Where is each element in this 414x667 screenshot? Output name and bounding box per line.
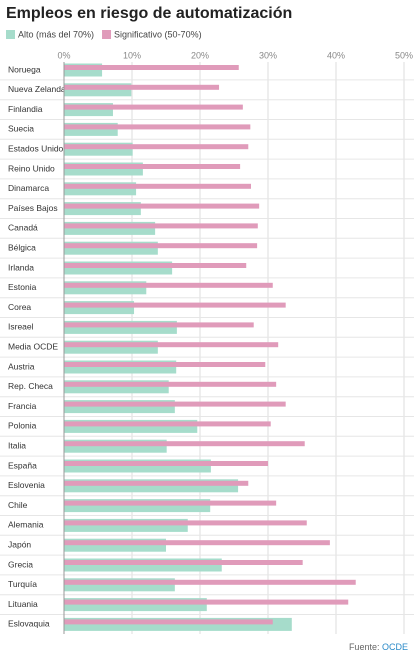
y-tick-label: Francia bbox=[8, 401, 37, 411]
bar bbox=[64, 302, 286, 308]
y-tick-label: Corea bbox=[8, 302, 31, 312]
bar bbox=[64, 144, 249, 150]
bar bbox=[64, 381, 277, 387]
x-tick-label: 0% bbox=[57, 50, 70, 60]
bar bbox=[64, 540, 330, 546]
bar bbox=[64, 480, 249, 486]
source: Fuente: OCDE bbox=[349, 642, 408, 652]
legend-swatch bbox=[102, 30, 112, 39]
y-tick-label: Finlandia bbox=[8, 104, 43, 114]
legend-swatch bbox=[6, 30, 15, 39]
bar bbox=[64, 560, 303, 565]
chart-title: Empleos en riesgo de automatización bbox=[6, 5, 292, 22]
y-tick-label: Suecia bbox=[8, 124, 34, 134]
bar bbox=[64, 520, 307, 526]
y-tick-label: Estonia bbox=[8, 282, 37, 292]
bar bbox=[64, 65, 239, 70]
y-tick-label: Alemania bbox=[8, 520, 44, 530]
bar bbox=[64, 223, 258, 229]
y-tick-label: Eslovaquia bbox=[8, 619, 50, 629]
x-tick-label: 40% bbox=[327, 50, 345, 60]
y-tick-label: Isreael bbox=[8, 322, 34, 332]
bar bbox=[64, 84, 220, 90]
bar bbox=[64, 461, 268, 466]
y-tick-label: Turquía bbox=[8, 579, 37, 589]
bar bbox=[64, 401, 286, 407]
bar bbox=[64, 421, 271, 427]
bar bbox=[64, 183, 251, 189]
x-tick-label: 20% bbox=[191, 50, 209, 60]
bar bbox=[64, 203, 260, 209]
y-tick-label: Irlanda bbox=[8, 262, 34, 272]
x-tick-label: 10% bbox=[123, 50, 141, 60]
legend-label: Significativo (50-70%) bbox=[114, 29, 202, 39]
bar bbox=[64, 263, 247, 268]
y-tick-label: Noruega bbox=[8, 64, 41, 74]
y-tick-label: Canadá bbox=[8, 223, 38, 233]
y-tick-label: Polonia bbox=[8, 421, 37, 431]
bar bbox=[64, 441, 305, 447]
x-tick-label: 30% bbox=[259, 50, 277, 60]
bar bbox=[64, 500, 277, 506]
y-tick-label: Países Bajos bbox=[8, 203, 58, 213]
y-tick-label: Nueva Zelanda bbox=[8, 84, 66, 94]
source-prefix: Fuente: bbox=[349, 642, 380, 652]
bar bbox=[64, 282, 273, 288]
y-tick-label: Eslovenia bbox=[8, 480, 45, 490]
y-tick-label: España bbox=[8, 460, 37, 470]
x-tick-label: 50% bbox=[395, 50, 413, 60]
bar bbox=[64, 362, 266, 367]
bar bbox=[64, 619, 273, 625]
bar bbox=[64, 579, 356, 585]
bar bbox=[64, 342, 279, 348]
bar bbox=[64, 322, 254, 328]
bar bbox=[64, 164, 241, 169]
y-tick-label: Bélgica bbox=[8, 242, 36, 252]
bar bbox=[64, 243, 258, 249]
y-tick-label: Japón bbox=[8, 539, 31, 549]
y-tick-label: Dinamarca bbox=[8, 183, 49, 193]
y-tick-label: Rep. Checa bbox=[8, 381, 53, 391]
y-tick-label: Italia bbox=[8, 440, 26, 450]
y-tick-label: Lituania bbox=[8, 599, 38, 609]
y-tick-label: Media OCDE bbox=[8, 341, 58, 351]
bar bbox=[64, 104, 243, 110]
y-tick-label: Grecia bbox=[8, 559, 33, 569]
bar bbox=[64, 124, 251, 130]
source-link[interactable]: OCDE bbox=[382, 642, 408, 652]
y-tick-label: Chile bbox=[8, 500, 28, 510]
bar bbox=[64, 599, 349, 605]
y-tick-label: Austria bbox=[8, 361, 35, 371]
legend-label: Alto (más del 70%) bbox=[18, 29, 94, 39]
y-tick-label: Reino Unido bbox=[8, 163, 55, 173]
y-tick-label: Estados Unidos bbox=[8, 143, 68, 153]
